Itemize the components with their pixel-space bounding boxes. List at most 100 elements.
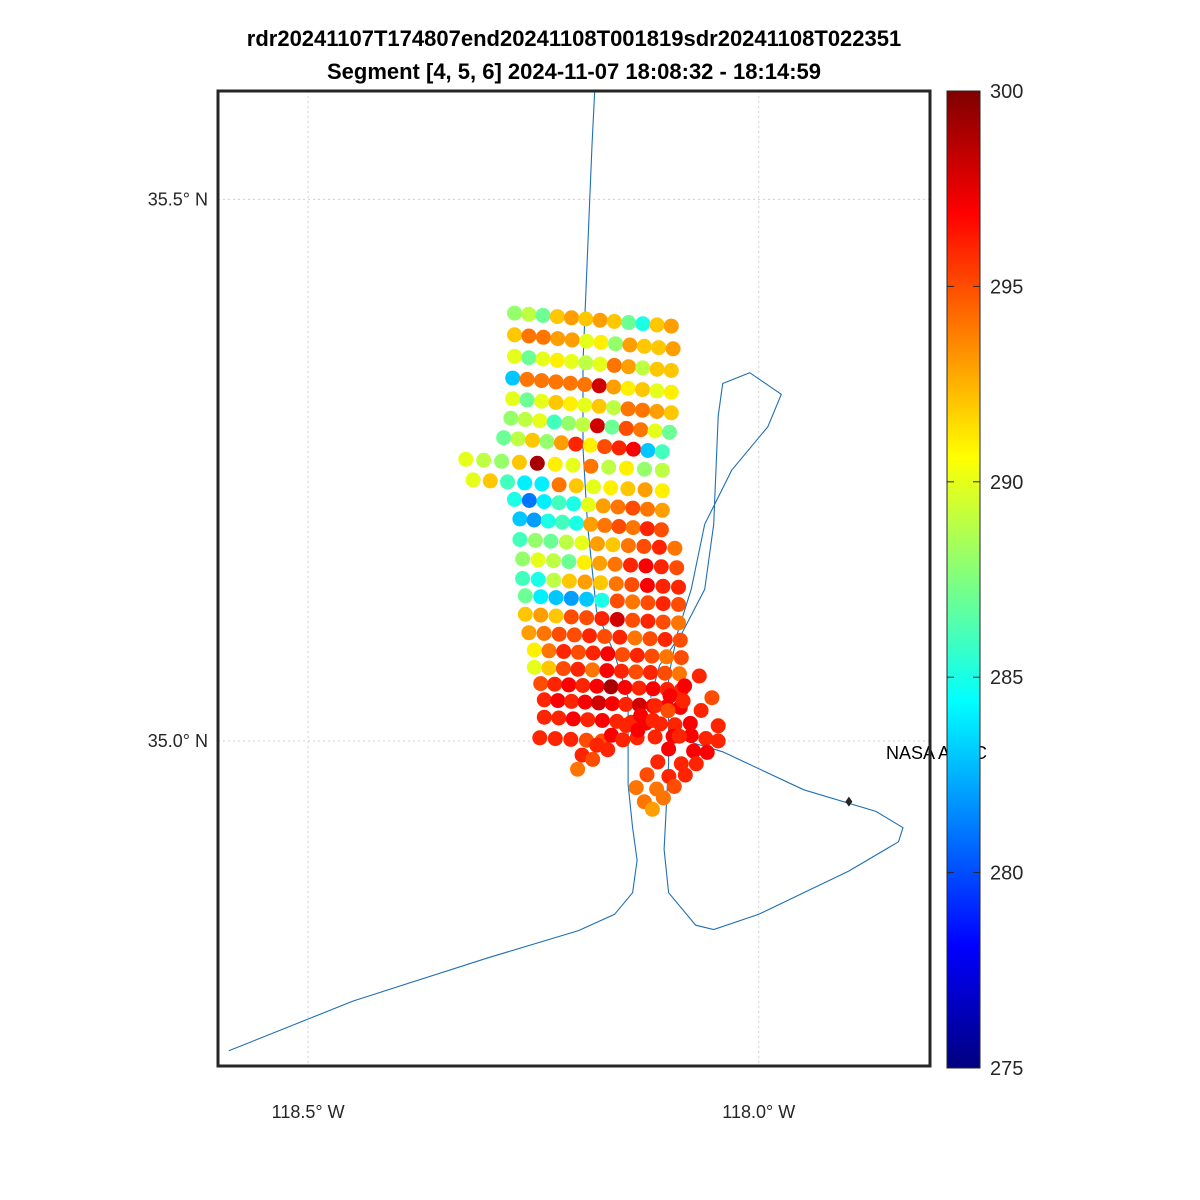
colorbar <box>946 90 981 1069</box>
data-point <box>566 627 582 643</box>
colorbar-tick-label: 275 <box>990 1058 1023 1080</box>
data-point <box>500 474 515 490</box>
data-point <box>553 435 569 451</box>
data-point <box>561 573 577 589</box>
data-point <box>536 625 552 641</box>
data-point <box>655 614 671 630</box>
data-point <box>606 313 622 329</box>
data-point <box>546 553 561 569</box>
data-point <box>577 694 593 710</box>
data-point <box>655 596 671 612</box>
data-point <box>577 574 593 590</box>
data-point <box>600 646 616 662</box>
data-point <box>555 661 571 677</box>
data-point <box>507 491 522 507</box>
data-point <box>563 590 579 606</box>
data-point <box>672 632 688 648</box>
data-point <box>564 310 579 326</box>
data-point <box>601 459 617 475</box>
data-point <box>649 361 665 377</box>
data-point <box>570 761 586 777</box>
data-point <box>511 454 527 470</box>
data-point <box>458 451 474 467</box>
data-point <box>515 551 531 567</box>
plot-frame <box>216 89 932 1068</box>
data-point <box>568 436 584 452</box>
data-point <box>625 500 641 516</box>
data-point <box>663 384 679 400</box>
data-point <box>595 498 611 514</box>
data-point <box>507 305 522 321</box>
data-point <box>710 733 726 749</box>
data-point <box>589 678 605 694</box>
data-point <box>547 456 563 472</box>
data-point <box>592 312 608 328</box>
data-point <box>548 590 564 606</box>
data-point <box>618 717 634 733</box>
data-point <box>669 560 685 576</box>
chart-title: rdr20241107T174807end20241108T001819sdr2… <box>247 26 901 51</box>
data-point <box>640 443 656 458</box>
data-point <box>640 613 656 629</box>
data-point <box>682 715 698 731</box>
data-point <box>651 539 667 555</box>
data-point <box>637 461 652 477</box>
data-point <box>608 336 623 352</box>
data-point <box>561 415 577 431</box>
data-point <box>639 767 655 783</box>
data-point <box>565 711 581 727</box>
data-point <box>543 533 559 549</box>
data-point <box>576 555 592 570</box>
data-point <box>574 535 590 551</box>
data-point <box>650 754 666 770</box>
data-point <box>589 536 605 552</box>
data-point <box>597 517 613 533</box>
data-point <box>517 606 533 622</box>
data-point <box>609 612 625 627</box>
data-point <box>515 571 531 586</box>
data-point <box>620 401 636 417</box>
data-point <box>561 677 577 693</box>
data-point <box>683 728 699 744</box>
data-point <box>688 756 704 772</box>
data-point <box>550 693 566 709</box>
data-point <box>526 642 542 658</box>
data-point <box>610 499 626 515</box>
data-point <box>583 516 599 532</box>
data-point <box>529 455 545 471</box>
data-point <box>507 327 522 343</box>
data-point <box>671 615 686 631</box>
data-point <box>698 731 714 746</box>
nasa-afrc-marker <box>845 796 853 807</box>
data-point <box>505 391 521 407</box>
data-point <box>549 309 565 325</box>
data-point <box>521 328 537 344</box>
data-point <box>622 337 638 353</box>
data-point <box>604 696 620 712</box>
data-point <box>663 363 679 378</box>
data-point <box>532 413 548 429</box>
data-point <box>546 572 562 588</box>
data-point <box>530 552 546 568</box>
data-point <box>535 329 551 345</box>
data-point <box>517 411 533 427</box>
data-point <box>606 400 622 416</box>
data-point <box>562 396 578 412</box>
data-point <box>686 743 702 759</box>
data-point <box>534 476 550 492</box>
data-point <box>593 334 609 350</box>
data-point <box>535 351 551 367</box>
data-point <box>558 534 574 550</box>
data-point <box>606 357 622 373</box>
data-point <box>618 696 634 712</box>
data-point <box>546 414 562 430</box>
data-point <box>607 556 623 572</box>
colorbar-tick-label: 290 <box>990 472 1023 494</box>
data-point <box>662 424 677 440</box>
data-point <box>592 555 608 571</box>
data-point <box>465 472 481 488</box>
data-point <box>570 661 586 677</box>
flight-track-line-0 <box>228 91 638 1052</box>
data-point <box>673 650 689 666</box>
